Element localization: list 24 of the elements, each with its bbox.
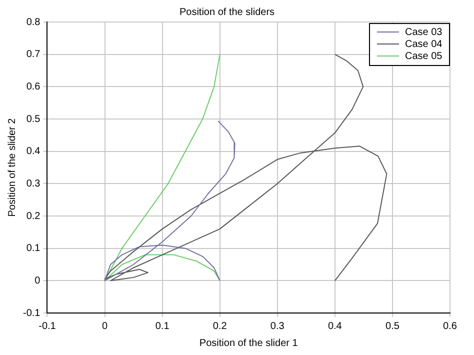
x-tick-label: -0.1: [38, 320, 56, 332]
x-tick-label: 0.4: [328, 320, 342, 332]
legend-label: Case 05: [405, 50, 443, 62]
chart-title: Position of the sliders: [179, 6, 275, 18]
y-tick-label: 0.5: [26, 114, 41, 125]
x-tick-label: 0.2: [212, 320, 228, 332]
y-tick-label: 0.1: [26, 243, 41, 254]
y-tick-label: 0.8: [26, 16, 41, 28]
x-axis-title: Position of the slider 1: [199, 338, 298, 349]
y-tick-label: 0.2: [26, 210, 41, 222]
y-tick-label: 0.6: [26, 81, 41, 92]
y-tick-label: 0.4: [26, 146, 41, 158]
legend-label: Case 04: [405, 38, 443, 50]
y-tick-label: 0.7: [26, 49, 41, 60]
y-tick-label: 0: [34, 275, 41, 286]
y-tick-label: -0.1: [22, 308, 41, 319]
y-tick-label: 0.3: [26, 178, 41, 190]
x-tick-label: 0.3: [270, 320, 285, 332]
x-tick-label: 0.5: [386, 320, 400, 332]
x-tick-label: 0.6: [443, 320, 458, 332]
x-tick-label: 0.1: [155, 320, 170, 332]
legend-label: Case 03: [405, 26, 443, 38]
y-axis-title: Position of the slider 2: [6, 118, 18, 217]
x-tick-label: 0: [102, 320, 108, 332]
